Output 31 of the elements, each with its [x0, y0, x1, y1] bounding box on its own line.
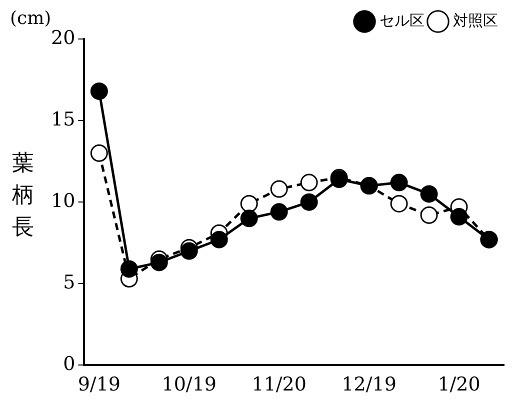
y-tick-label: 5 [63, 272, 76, 294]
point [300, 193, 318, 211]
x-tick-label: 1/20 [438, 374, 480, 396]
x-tick-label: 11/20 [252, 374, 306, 396]
point [270, 203, 288, 221]
point [90, 144, 108, 162]
point [90, 82, 108, 100]
point [420, 185, 438, 203]
point [450, 208, 468, 226]
y-axis-title: 葉柄長 [11, 150, 35, 242]
point [420, 206, 438, 224]
point [150, 254, 168, 272]
x-tick-label: 9/19 [78, 374, 121, 396]
point [390, 174, 408, 192]
text: (cm) [10, 8, 52, 29]
point [270, 180, 288, 198]
y-tick-label: 20 [50, 26, 76, 49]
legend-label: 対照区 [453, 11, 498, 30]
y-tick-label: 15 [50, 108, 76, 130]
x-tick-label: 12/19 [342, 374, 396, 396]
y-tick-label: 10 [50, 190, 76, 212]
point [300, 174, 318, 192]
point [210, 230, 228, 248]
y-tick-label: 0 [63, 353, 76, 376]
point [390, 194, 408, 212]
x-tick-label: 10/19 [162, 374, 217, 396]
legend-label: セル区 [380, 11, 424, 30]
point [180, 242, 198, 260]
point [240, 210, 258, 228]
point [240, 194, 258, 212]
point [120, 260, 138, 278]
